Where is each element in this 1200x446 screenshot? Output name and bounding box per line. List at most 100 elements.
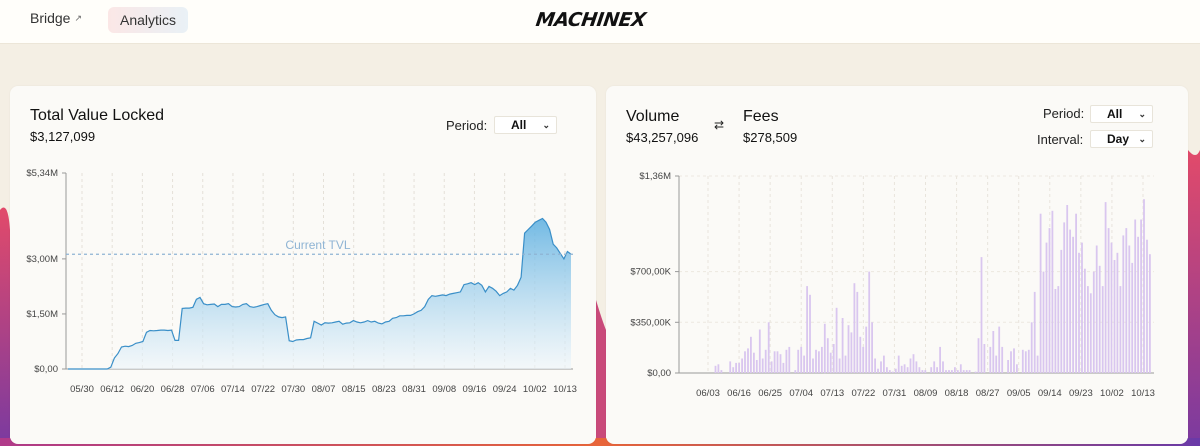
- volume-bar: [865, 326, 868, 373]
- nav-link-bridge[interactable]: Bridge ↗: [30, 10, 82, 26]
- machinex-logo[interactable]: MACHINEX: [534, 9, 648, 31]
- volume-bar: [809, 294, 811, 373]
- volume-card: Volume $43,257,096 ⇄ Fees $278,509 Perio…: [606, 86, 1188, 444]
- volume-bar: [1033, 291, 1036, 373]
- volume-bar: [785, 349, 788, 373]
- tvl-period-value: All: [511, 118, 527, 132]
- volume-bar: [800, 346, 803, 373]
- volume-bar: [980, 257, 983, 373]
- volume-bar: [874, 358, 876, 373]
- volume-bar: [764, 349, 767, 373]
- volume-bar: [948, 370, 950, 373]
- volume-bar: [924, 370, 927, 373]
- volume-bar: [1060, 249, 1063, 373]
- volume-period-select[interactable]: All ⌄: [1090, 105, 1153, 123]
- x-tick-label: 09/08: [432, 384, 456, 395]
- top-navigation-bar: Bridge ↗ Analytics MACHINEX: [0, 0, 1200, 44]
- volume-bar: [1013, 348, 1015, 373]
- volume-bar: [1092, 271, 1095, 373]
- volume-bar: [835, 307, 838, 373]
- volume-bar: [776, 351, 779, 373]
- volume-bar: [951, 370, 953, 373]
- volume-bar: [1122, 235, 1125, 373]
- x-tick-label: 06/03: [696, 388, 720, 399]
- volume-bar: [880, 361, 882, 373]
- x-tick-label: 06/28: [161, 384, 185, 395]
- x-tick-label: 07/31: [883, 388, 907, 399]
- volume-bar: [1036, 355, 1039, 373]
- volume-bar: [1095, 245, 1098, 373]
- volume-bar: [788, 346, 791, 373]
- volume-bar: [1048, 228, 1051, 373]
- volume-bar: [1063, 222, 1066, 373]
- volume-bar: [1010, 351, 1012, 373]
- volume-bar: [1089, 293, 1092, 373]
- volume-bar: [844, 355, 847, 373]
- volume-bar: [1107, 228, 1110, 373]
- volume-bar: [998, 326, 1001, 373]
- volume-bar: [823, 323, 826, 374]
- volume-bar: [1110, 242, 1113, 373]
- volume-bar: [930, 367, 933, 373]
- volume-bar: [1140, 219, 1142, 373]
- x-tick-label: 06/12: [100, 384, 124, 395]
- volume-bar: [850, 332, 853, 373]
- x-tick-label: 09/24: [493, 384, 517, 395]
- x-tick-label: 10/02: [523, 384, 547, 395]
- volume-bar: [859, 336, 862, 373]
- volume-bar: [770, 361, 773, 373]
- volume-bar: [974, 371, 977, 373]
- volume-bar: [838, 358, 841, 373]
- tvl-area: [68, 218, 571, 369]
- volume-bar: [1042, 271, 1045, 373]
- volume-bar: [1084, 268, 1086, 373]
- tvl-area-chart: $0,00 $1,50M $3,00M $5,34M 05/30 06/12 06/20 06…: [26, 168, 577, 395]
- current-tvl-label: Current TVL: [285, 238, 350, 252]
- volume-bar: [1137, 236, 1139, 373]
- volume-bar: [1001, 346, 1004, 373]
- x-tick-label: 06/20: [130, 384, 154, 395]
- volume-bar: [755, 360, 758, 373]
- volume-interval-select[interactable]: Day ⌄: [1090, 130, 1153, 148]
- volume-bar: [1030, 322, 1033, 373]
- x-tick-label: 07/22: [251, 384, 275, 395]
- y-tick-label: $1,36M: [639, 171, 671, 182]
- volume-bar: [939, 346, 941, 373]
- x-tick-label: 09/23: [1069, 388, 1093, 399]
- volume-bar: [954, 367, 956, 373]
- swap-icon[interactable]: ⇄: [714, 118, 725, 132]
- volume-bar: [732, 367, 735, 373]
- y-tick-label: $350,00K: [630, 317, 671, 328]
- volume-bar: [942, 361, 944, 373]
- volume-bar: [815, 349, 817, 373]
- x-tick-label: 07/14: [221, 384, 245, 395]
- x-tick-label: 10/13: [553, 384, 577, 395]
- x-tick-label: 06/25: [758, 388, 782, 399]
- x-tick-label: 08/09: [914, 388, 938, 399]
- tvl-title: Total Value Locked: [30, 107, 165, 124]
- volume-bar: [758, 329, 761, 373]
- volume-bar: [1087, 286, 1089, 373]
- volume-bar: [1101, 286, 1104, 373]
- x-tick-label: 07/04: [789, 388, 813, 399]
- volume-bar: [900, 365, 903, 373]
- x-tick-label: 08/15: [342, 384, 366, 395]
- volume-bar: [832, 344, 835, 373]
- nav-tab-analytics[interactable]: Analytics: [108, 7, 189, 33]
- tvl-value: $3,127,099: [30, 129, 96, 144]
- volume-bar: [847, 325, 850, 373]
- chevron-down-icon: ⌄: [1138, 133, 1146, 144]
- volume-bar: [983, 344, 986, 373]
- y-tick-label: $0,00: [647, 368, 671, 379]
- volume-bar: [826, 338, 829, 373]
- tvl-period-select[interactable]: All ⌄: [494, 116, 557, 134]
- volume-bar-chart: $0,00 $350,00K $700,00K $1,36M 06/03 06/16 06/…: [630, 171, 1155, 399]
- volume-bar: [741, 358, 743, 373]
- volume-bar: [1125, 228, 1128, 373]
- volume-bar: [945, 370, 947, 373]
- volume-bar: [933, 361, 936, 373]
- volume-bar: [1066, 205, 1069, 373]
- volume-bar: [1149, 254, 1151, 373]
- x-tick-label: 10/02: [1100, 388, 1124, 399]
